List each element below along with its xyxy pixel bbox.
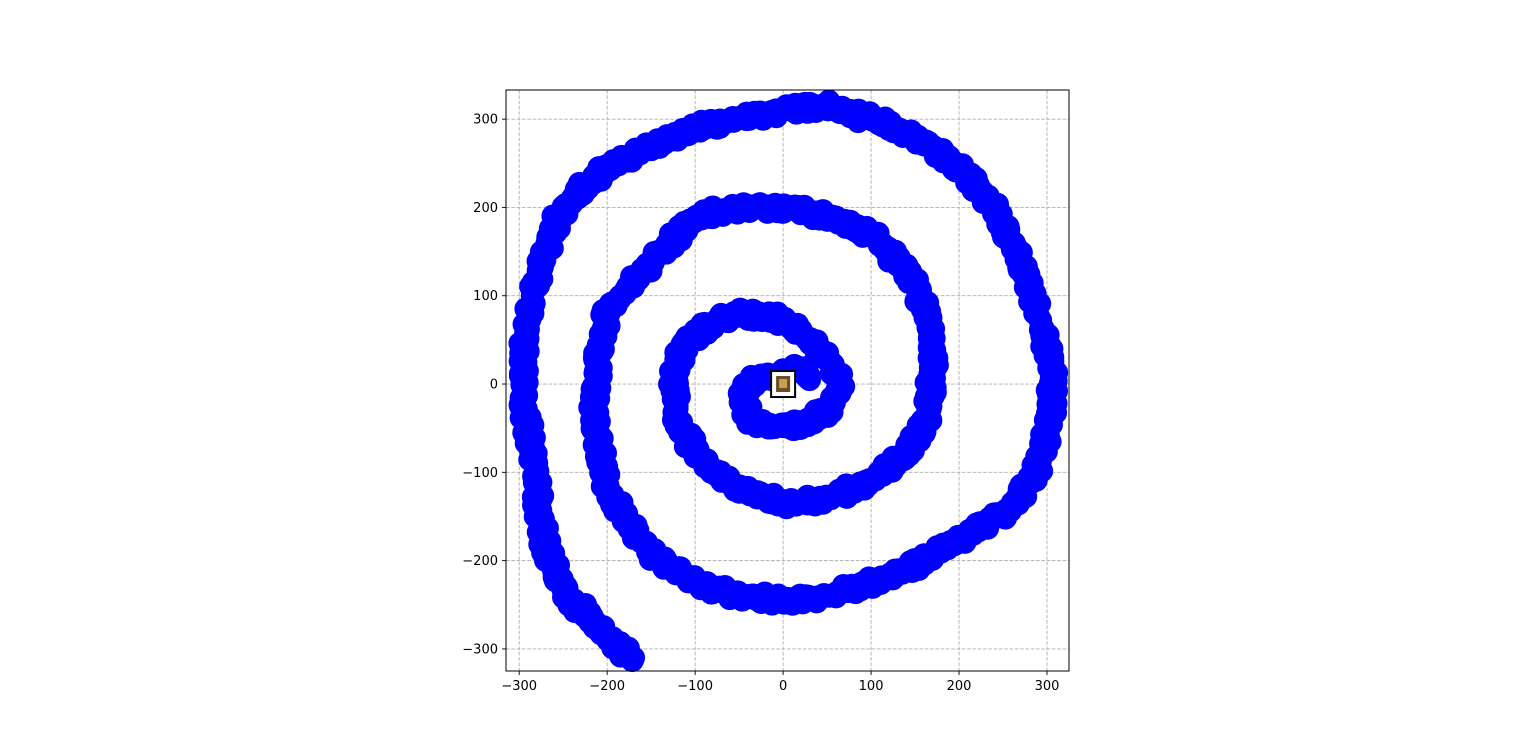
y-tick-label: 100: [473, 289, 498, 304]
axis-ticks: −300 −200 −100 0 100 200 300 −300 −200 −100 0 100 20…: [462, 113, 1059, 694]
y-tick-label: 300: [473, 113, 498, 128]
x-tick-label: −300: [501, 679, 537, 694]
x-tick-label: −200: [589, 679, 625, 694]
annotation-image-detail: [779, 379, 788, 389]
y-tick-label: −100: [462, 466, 498, 481]
spiral-point: [797, 368, 821, 392]
axes-frame: [505, 89, 1070, 672]
x-tick-label: 200: [947, 679, 972, 694]
spiral-series: [508, 89, 1069, 673]
x-tick-label: 100: [859, 679, 884, 694]
y-tick-label: 0: [490, 378, 498, 393]
x-tick-label: −100: [677, 679, 713, 694]
y-tick-label: −200: [462, 554, 498, 569]
center-annotation: [770, 370, 797, 399]
x-tick-label: 0: [779, 679, 787, 694]
x-tick-label: 300: [1035, 679, 1060, 694]
y-tick-label: 200: [473, 201, 498, 216]
y-tick-label: −300: [462, 642, 498, 657]
